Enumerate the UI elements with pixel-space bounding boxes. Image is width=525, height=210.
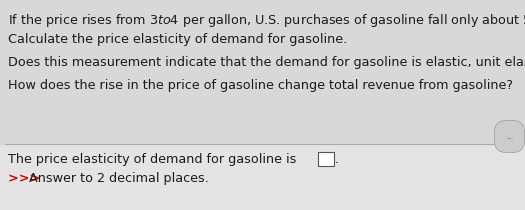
Bar	[318, 152, 334, 166]
Text: Answer to 2 decimal places.: Answer to 2 decimal places.	[29, 172, 209, 185]
Bar	[0, 0, 525, 145]
Text: ...: ...	[506, 132, 513, 141]
Text: .: .	[335, 153, 339, 166]
Text: How does the rise in the price of gasoline change total revenue from gasoline?: How does the rise in the price of gasoli…	[8, 79, 513, 92]
Text: If the price rises from $3 to $4 per gallon, U.S. purchases of gasoline fall onl: If the price rises from $3 to $4 per gal…	[8, 12, 525, 29]
Text: Calculate the price elasticity of demand for gasoline.: Calculate the price elasticity of demand…	[8, 33, 347, 46]
Bar	[0, 145, 525, 210]
Text: Does this measurement indicate that the demand for gasoline is elastic, unit ela: Does this measurement indicate that the …	[8, 56, 525, 69]
Text: The price elasticity of demand for gasoline is: The price elasticity of demand for gasol…	[8, 153, 300, 166]
Text: >>>: >>>	[8, 172, 45, 185]
